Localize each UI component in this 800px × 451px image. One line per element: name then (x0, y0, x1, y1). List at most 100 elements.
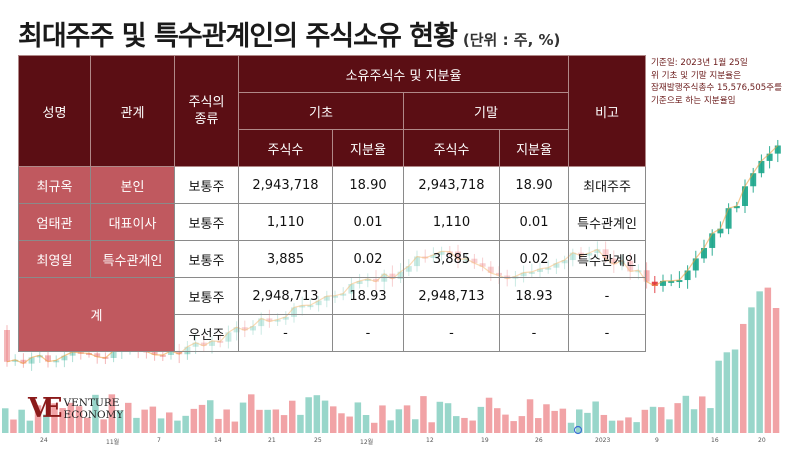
volume-bar (75, 406, 83, 433)
volume-bar (84, 417, 91, 433)
candle-body (45, 355, 51, 362)
volume-bar (43, 414, 50, 433)
cell-begin-ratio: 18.93 (332, 277, 404, 315)
candle-body (684, 270, 691, 281)
volume-bar (699, 396, 706, 433)
volume-bar (461, 417, 468, 433)
volume-bar (371, 422, 378, 433)
candle-body (660, 280, 666, 286)
volume-bar (772, 308, 780, 433)
header-end: 기말 (402, 92, 570, 130)
volume-bar (559, 408, 567, 433)
volume-bar (740, 323, 747, 433)
candle-body (176, 350, 183, 355)
volume-bar (280, 415, 288, 433)
volume-bar (674, 403, 681, 433)
candle-body (692, 258, 699, 271)
candle-body (12, 359, 19, 362)
candle-body (725, 208, 732, 229)
total-row-preferred: 우선주 - - - - - (19, 314, 647, 352)
cell-relation: 본인 (90, 166, 175, 204)
volume-bar (182, 415, 189, 433)
candle-body (53, 360, 60, 363)
cell-begin-ratio: - (332, 314, 404, 352)
volume-bar (157, 418, 165, 433)
volume-bar (723, 352, 731, 433)
candle-body (758, 160, 765, 174)
volume-bar (387, 420, 394, 433)
header-begin-shares: 주식수 (238, 129, 333, 167)
volume-bar (92, 394, 99, 433)
volume-bar (518, 416, 526, 433)
x-tick-label: 21 (268, 437, 276, 444)
volume-bar (608, 420, 616, 433)
volume-bar (10, 419, 17, 433)
x-tick-label: 7 (157, 437, 161, 444)
volume-bar (756, 291, 763, 433)
volume-bar (592, 401, 599, 433)
cell-end-ratio: 18.93 (498, 277, 570, 315)
cell-name: 최규옥 (18, 166, 91, 204)
cell-begin-shares: 2,943,718 (238, 166, 333, 204)
candle-body (709, 233, 716, 248)
cell-end-shares: 3,885 (403, 240, 500, 278)
volume-bar (395, 409, 403, 433)
header-stock-type-text: 주식의 종류 (188, 95, 225, 127)
volume-bar (641, 409, 649, 433)
volume-bar (600, 414, 608, 433)
volume-bar (543, 404, 550, 433)
volume-bar (633, 422, 640, 433)
cell-remark: 특수관계인 (568, 240, 647, 278)
candle-body (643, 270, 650, 282)
volume-bar (453, 416, 460, 433)
cell-remark: - (568, 314, 647, 352)
cell-relation: 대표이사 (90, 203, 175, 241)
x-tick-label: 19 (481, 437, 489, 444)
volume-bar (617, 420, 624, 433)
volume-bar (2, 408, 9, 433)
x-tick-label: 9 (655, 437, 659, 444)
volume-bar (567, 422, 575, 433)
x-tick-label: 24 (40, 437, 48, 444)
volume-bar (707, 408, 714, 433)
candle-body (36, 355, 43, 358)
cell-end-shares: 1,110 (403, 203, 500, 241)
volume-bar (494, 408, 501, 433)
x-tick-label: 11월 (106, 439, 120, 446)
volume-bar (313, 395, 321, 433)
volume-bar (166, 412, 173, 433)
table-row: 엄태관 대표이사 보통주 1,110 0.01 1,110 0.01 특수관계인 (18, 203, 647, 241)
volume-bar (338, 413, 345, 433)
volume-bar (321, 400, 329, 433)
logo-mark: VE (28, 393, 62, 424)
cell-end-ratio: - (498, 314, 570, 352)
cell-remark: 최대주주 (568, 166, 647, 204)
volume-bar (51, 403, 58, 433)
x-tick-label: 25 (314, 437, 322, 444)
cell-end-shares: - (403, 314, 500, 352)
cell-end-ratio: 0.01 (498, 203, 570, 241)
volume-bar (108, 394, 116, 433)
x-tick-label: 16 (711, 437, 719, 444)
volume-bar (125, 402, 132, 433)
volume-bar (231, 421, 239, 433)
candle-body (668, 280, 675, 283)
cell-begin-ratio: 0.01 (332, 203, 404, 241)
cell-begin-shares: - (238, 314, 333, 352)
candle-body (742, 186, 748, 206)
volume-bar (682, 395, 690, 433)
x-tick-label: 14 (214, 437, 222, 444)
table-row: 최규옥 본인 보통주 2,943,718 18.90 2,943,718 18.… (18, 166, 647, 204)
cell-name: 엄태관 (18, 203, 91, 241)
header-row-2: 기초 기말 (19, 92, 646, 130)
logo-wordmark: VENTURE ECONOMY (64, 397, 124, 421)
candle-body (766, 153, 773, 161)
title-text: 최대주주 및 특수관계인의 주식소유 현황 (18, 21, 458, 52)
note-line: 위 기초 및 기말 지분율은 (651, 70, 741, 81)
volume-bar (346, 416, 353, 433)
header-end-shares: 주식수 (403, 129, 500, 167)
cell-end-ratio: 18.90 (498, 166, 570, 204)
volume-bar (535, 418, 542, 433)
volume-bar (379, 405, 386, 433)
